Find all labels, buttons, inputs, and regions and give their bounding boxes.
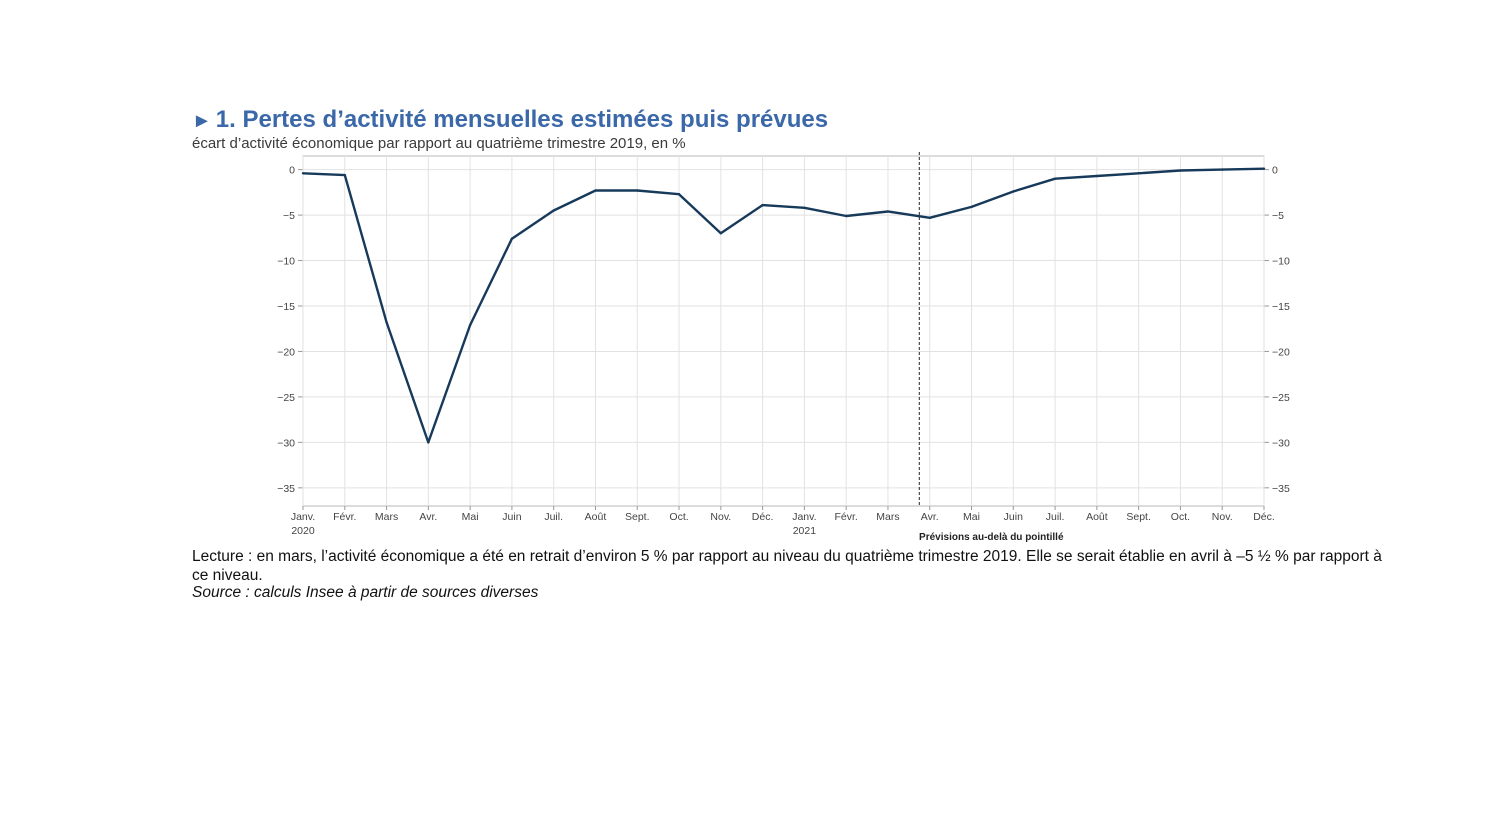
x-tick-label: Mars: [876, 511, 899, 523]
x-tick-label: Déc.: [752, 511, 774, 523]
chart-subtitle: écart d’activité économique par rapport …: [192, 135, 686, 152]
x-tick-label: Août: [1086, 511, 1108, 523]
data-point: [844, 214, 848, 218]
data-point: [677, 192, 681, 196]
data-point: [1221, 168, 1224, 171]
y-tick-label-left: −15: [277, 301, 295, 313]
x-tick-label: Févr.: [835, 511, 858, 523]
data-point: [761, 203, 764, 207]
data-point: [1179, 169, 1182, 172]
data-point: [719, 232, 723, 235]
data-point: [636, 189, 639, 192]
y-tick-label-right: −20: [1272, 346, 1290, 358]
x-tick-label: Mars: [375, 511, 398, 523]
y-tick-label-right: −35: [1272, 483, 1290, 495]
x-tick-label: Oct.: [669, 511, 688, 523]
data-point: [886, 210, 890, 213]
x-tick-label: Juil.: [1046, 511, 1065, 523]
play-triangle-icon: ►: [192, 110, 212, 132]
y-tick-label-left: −5: [283, 210, 295, 222]
y-tick-label-left: 0: [289, 165, 295, 177]
data-point: [427, 441, 430, 444]
data-point: [803, 206, 806, 210]
data-point: [594, 189, 597, 192]
x-tick-label: Sept.: [1126, 511, 1151, 523]
data-point: [385, 321, 388, 324]
forecast-note: Prévisions au-delà du pointillé: [919, 532, 1064, 543]
x-year-label: 2021: [793, 525, 817, 537]
data-point: [510, 237, 514, 240]
y-tick-label-right: −30: [1272, 437, 1290, 449]
x-tick-label: Avr.: [921, 511, 939, 523]
y-tick-label-left: −10: [277, 256, 295, 268]
y-tick-label-left: −35: [277, 483, 295, 495]
y-tick-label-left: −20: [277, 346, 295, 358]
y-tick-label-right: −25: [1272, 392, 1290, 404]
y-tick-label-right: 0: [1272, 165, 1278, 177]
data-point: [1095, 174, 1099, 178]
x-year-label: 2020: [291, 525, 315, 537]
data-point: [1053, 177, 1057, 180]
x-tick-label: Nov.: [710, 511, 731, 523]
y-tick-label-right: −5: [1272, 210, 1284, 222]
reading-note: Lecture : en mars, l’activité économique…: [192, 548, 1382, 584]
x-tick-label: Sept.: [625, 511, 650, 523]
plot-frame: [302, 155, 1265, 507]
data-point: [1137, 172, 1140, 175]
x-tick-label: Juin: [1004, 511, 1023, 523]
x-tick-label: Mai: [963, 511, 980, 523]
data-point: [301, 172, 305, 175]
data-point: [1262, 167, 1266, 170]
y-tick-label-right: −15: [1272, 301, 1290, 313]
x-tick-label: Janv.: [291, 511, 315, 523]
data-point: [468, 323, 472, 327]
y-tick-label-left: −25: [277, 392, 295, 404]
y-tick-label-left: −30: [277, 437, 295, 449]
data-point: [1012, 190, 1015, 193]
data-point: [552, 209, 555, 212]
chart-title: ► 1. Pertes d’activité mensuelles estimée…: [192, 106, 828, 134]
data-point: [970, 205, 973, 209]
x-tick-label: Oct.: [1171, 511, 1190, 523]
chart-title-text: 1. Pertes d’activité mensuelles estimées…: [215, 106, 829, 133]
data-point: [343, 173, 346, 177]
y-tick-label-right: −10: [1272, 256, 1290, 268]
x-tick-label: Nov.: [1212, 511, 1233, 523]
x-tick-label: Août: [585, 511, 607, 523]
x-tick-label: Janv.: [792, 511, 816, 523]
x-tick-label: Avr.: [419, 511, 437, 523]
line-chart: 0 0 −5 −5 −10 −10 −15 −15 −20 −20 −25 −25 −30 −30 −35 −…: [277, 152, 1290, 543]
x-tick-label: Juin: [502, 511, 521, 523]
x-tick-label: Juil.: [544, 511, 563, 523]
series-line: [302, 167, 1265, 444]
data-point: [928, 216, 931, 220]
x-tick-label: Déc.: [1253, 511, 1275, 523]
x-tick-label: Févr.: [333, 511, 356, 523]
x-tick-label: Mai: [462, 511, 479, 523]
source-note: Source : calculs Insee à partir de sourc…: [192, 584, 539, 601]
